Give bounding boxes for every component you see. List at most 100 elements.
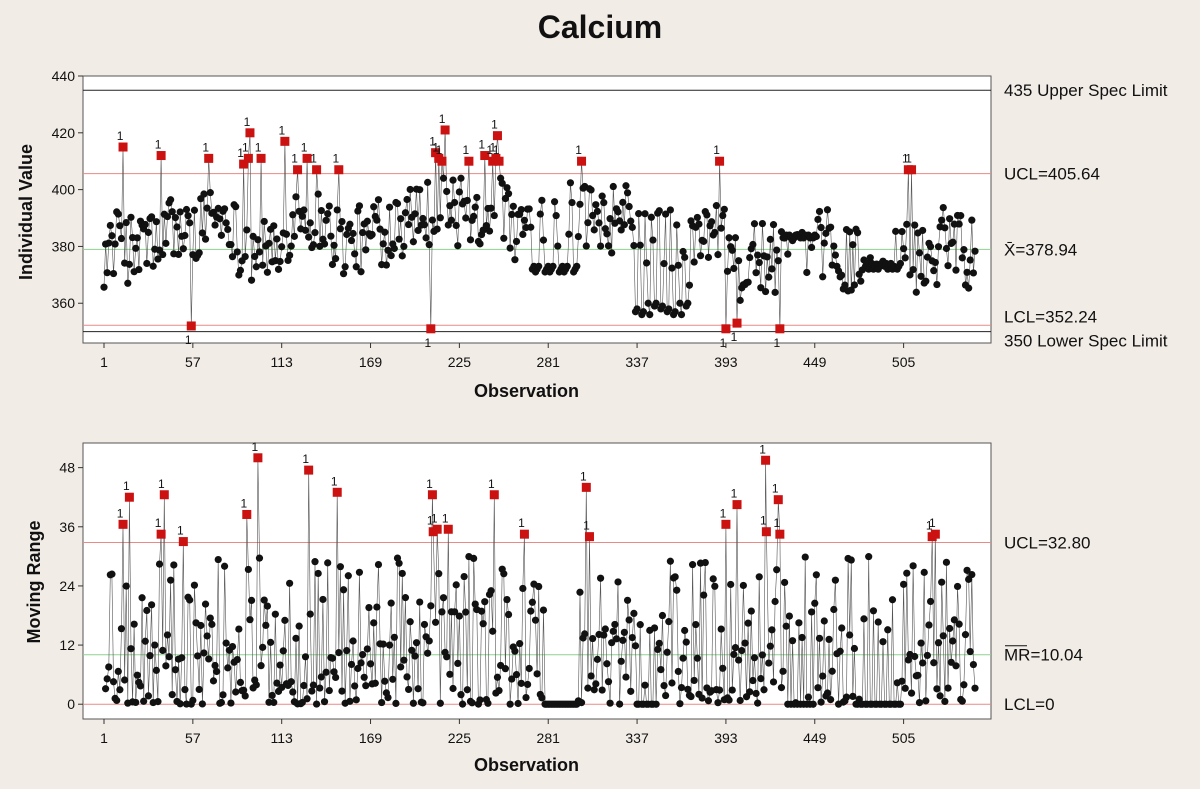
mr-data-point: [201, 600, 210, 608]
mr-data-point: [301, 653, 310, 661]
i-data-point: [539, 236, 548, 244]
i-data-point: [387, 252, 395, 260]
mr-flagged-point: [253, 453, 263, 463]
i-data-point: [690, 258, 698, 266]
mr-data-point: [641, 681, 649, 689]
i-data-point: [463, 196, 471, 205]
mr-data-point: [303, 695, 311, 703]
mr-data-point: [343, 647, 351, 655]
mr-data-point: [636, 621, 644, 629]
mr-data-point: [804, 693, 813, 701]
i-data-point: [108, 232, 116, 240]
mr-data-point: [601, 625, 609, 633]
i-data-point: [838, 271, 846, 279]
mr-data-point: [690, 676, 698, 685]
mr-data-point: [281, 616, 289, 624]
mr-data-point: [608, 639, 616, 647]
i-data-point: [449, 176, 457, 184]
mr-data-point: [963, 566, 971, 574]
i-data-point: [554, 242, 562, 250]
mr-data-point: [487, 587, 495, 595]
i-ref-label: X̄=378.94: [1004, 240, 1077, 259]
i-data-point: [144, 228, 153, 237]
i-data-point: [422, 234, 430, 242]
i-data-point: [636, 241, 644, 249]
mr-data-point: [416, 598, 424, 606]
i-flagged-point: [243, 153, 253, 163]
mr-data-point: [306, 610, 314, 618]
i-x-tick-label: 337: [625, 354, 649, 370]
mr-data-point: [349, 637, 357, 645]
i-data-point: [593, 207, 602, 215]
i-data-point: [622, 182, 630, 190]
mr-data-point: [406, 618, 414, 626]
i-data-point: [287, 242, 295, 250]
mr-data-point: [581, 630, 589, 638]
mr-data-point: [830, 605, 838, 614]
i-data-point: [712, 202, 720, 210]
mr-data-point: [593, 655, 602, 663]
i-data-point: [141, 220, 149, 229]
mr-data-point: [679, 654, 687, 662]
i-data-point: [116, 222, 124, 230]
mr-data-point: [140, 697, 148, 705]
mr-data-point: [953, 582, 962, 591]
i-data-point: [674, 261, 682, 269]
mr-data-point: [527, 607, 535, 615]
mr-data-point: [362, 682, 370, 690]
i-ref-label: LCL=352.24: [1004, 307, 1097, 326]
mr-data-point: [819, 672, 827, 680]
i-data-point: [171, 214, 179, 222]
i-flagged-point: [302, 153, 312, 163]
i-flag-label: 1: [491, 118, 498, 132]
mr-data-point: [609, 627, 617, 635]
mr-data-point: [684, 685, 692, 693]
mr-data-point: [493, 673, 502, 681]
i-data-point: [666, 206, 674, 214]
mr-y-tick-label: 48: [59, 460, 75, 476]
mr-data-point: [414, 685, 422, 693]
mr-data-point: [654, 645, 662, 654]
mr-data-point: [736, 696, 744, 705]
mr-data-point: [232, 688, 240, 696]
mr-data-point: [309, 681, 318, 689]
i-data-point: [163, 212, 172, 221]
mr-data-point: [939, 632, 947, 640]
i-data-point: [714, 251, 722, 259]
i-data-point: [853, 229, 862, 237]
mr-data-point: [620, 628, 628, 636]
mr-data-point: [387, 599, 395, 607]
mr-data-point: [938, 578, 946, 586]
i-data-point: [652, 299, 660, 307]
mr-flag-label: 1: [123, 479, 130, 493]
i-data-point: [952, 266, 960, 274]
i-data-point: [174, 250, 183, 258]
i-data-point: [517, 205, 525, 214]
i-data-point: [181, 231, 189, 240]
i-data-point: [831, 251, 839, 259]
i-flag-label: 1: [478, 138, 485, 152]
mr-data-point: [163, 631, 172, 639]
mr-data-point: [194, 652, 202, 660]
i-data-point: [473, 193, 481, 202]
i-data-point: [254, 236, 262, 244]
mr-data-point: [401, 594, 410, 602]
individual-value-chart: 435 Upper Spec Limit UCL=405.64 X̄=378.94 L…: [16, 68, 1168, 401]
i-data-point: [565, 230, 573, 238]
i-data-point: [608, 249, 616, 257]
i-data-point: [771, 288, 779, 296]
i-data-point: [538, 196, 546, 204]
mr-data-point: [233, 655, 241, 664]
i-data-point: [736, 296, 744, 304]
mr-data-point: [693, 654, 701, 662]
i-data-point: [519, 230, 527, 239]
i-data-point: [752, 269, 760, 277]
mr-flag-label: 1: [759, 442, 766, 456]
i-data-point: [819, 273, 827, 281]
i-data-point: [646, 310, 654, 319]
mr-data-point: [273, 679, 281, 687]
mr-data-point: [909, 562, 917, 570]
i-data-point: [255, 248, 264, 256]
mr-data-point: [206, 614, 214, 622]
